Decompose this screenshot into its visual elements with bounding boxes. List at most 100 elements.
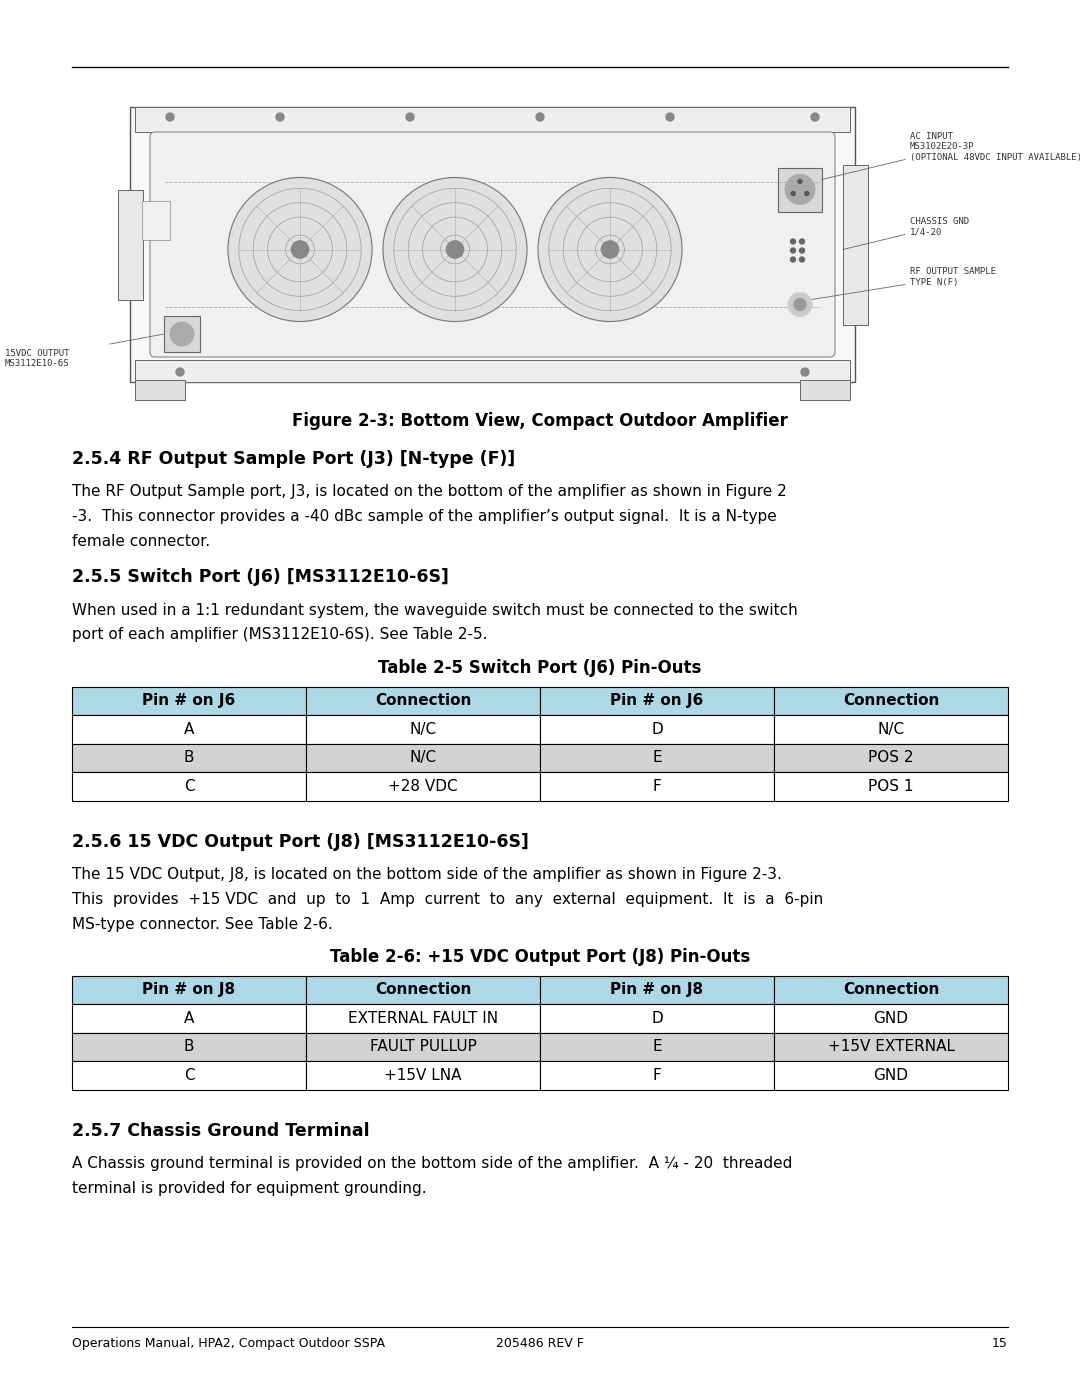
Bar	[306, 975, 540, 1004]
Text: B: B	[184, 750, 194, 766]
Text: AC INPUT
MS3102E20-3P
(OPTIONAL 48VDC INPUT AVAILABLE): AC INPUT MS3102E20-3P (OPTIONAL 48VDC IN…	[910, 131, 1080, 162]
Circle shape	[791, 257, 796, 263]
Text: RF OUTPUT SAMPLE
TYPE N(F): RF OUTPUT SAMPLE TYPE N(F)	[910, 267, 996, 286]
Text: 2.5.6 15 VDC Output Port (J8) [MS3112E10-6S]: 2.5.6 15 VDC Output Port (J8) [MS3112E10…	[72, 833, 529, 851]
Bar	[72, 1004, 306, 1032]
Text: GND: GND	[874, 1011, 908, 1025]
Text: GND: GND	[874, 1067, 908, 1083]
Text: Connection: Connection	[842, 693, 940, 708]
Text: Figure 2-3: Bottom View, Compact Outdoor Amplifier: Figure 2-3: Bottom View, Compact Outdoor…	[292, 412, 788, 430]
Circle shape	[538, 177, 681, 321]
Bar	[774, 773, 1008, 800]
Circle shape	[170, 321, 194, 346]
Bar	[774, 975, 1008, 1004]
Circle shape	[176, 367, 184, 376]
Circle shape	[788, 292, 812, 317]
Circle shape	[801, 367, 809, 376]
Bar	[843, 165, 868, 324]
Text: When used in a 1:1 redundant system, the waveguide switch must be connected to t: When used in a 1:1 redundant system, the…	[72, 602, 798, 617]
Bar	[540, 743, 774, 773]
Text: N/C: N/C	[877, 722, 905, 736]
Text: 2.5.4 RF Output Sample Port (J3) [N-type (F)]: 2.5.4 RF Output Sample Port (J3) [N-type…	[72, 450, 515, 468]
Text: +15V EXTERNAL: +15V EXTERNAL	[827, 1039, 955, 1055]
Bar	[540, 686, 774, 715]
Circle shape	[383, 177, 527, 321]
Circle shape	[666, 113, 674, 122]
Text: Connection: Connection	[842, 982, 940, 997]
Bar	[774, 743, 1008, 773]
Circle shape	[791, 249, 796, 253]
Bar	[774, 686, 1008, 715]
Text: CHASSIS GND
1/4-20: CHASSIS GND 1/4-20	[910, 217, 969, 236]
Text: 15VDC OUTPUT
MS3112E10-6S: 15VDC OUTPUT MS3112E10-6S	[5, 349, 69, 369]
Text: Table 2-5 Switch Port (J6) Pin-Outs: Table 2-5 Switch Port (J6) Pin-Outs	[378, 658, 702, 676]
Bar	[135, 360, 850, 381]
Text: 205486 REV F: 205486 REV F	[496, 1337, 584, 1350]
Circle shape	[799, 249, 805, 253]
Text: FAULT PULLUP: FAULT PULLUP	[369, 1039, 476, 1055]
Text: E: E	[652, 1039, 662, 1055]
Text: POS 1: POS 1	[868, 778, 914, 793]
Text: +28 VDC: +28 VDC	[388, 778, 458, 793]
Text: F: F	[652, 1067, 661, 1083]
Bar	[72, 1062, 306, 1090]
Bar	[774, 1062, 1008, 1090]
Text: D: D	[651, 722, 663, 736]
Text: -3.  This connector provides a -40 dBc sample of the amplifier’s output signal. : -3. This connector provides a -40 dBc sa…	[72, 509, 777, 524]
Text: EXTERNAL FAULT IN: EXTERNAL FAULT IN	[348, 1011, 498, 1025]
Text: A: A	[184, 1011, 194, 1025]
Text: The 15 VDC Output, J8, is located on the bottom side of the amplifier as shown i: The 15 VDC Output, J8, is located on the…	[72, 868, 782, 882]
Text: MS-type connector. See Table 2-6.: MS-type connector. See Table 2-6.	[72, 916, 333, 932]
Bar	[118, 190, 143, 299]
Text: Pin # on J6: Pin # on J6	[610, 693, 704, 708]
Text: 15: 15	[993, 1337, 1008, 1350]
Text: +15V LNA: +15V LNA	[384, 1067, 462, 1083]
Bar	[306, 1062, 540, 1090]
Circle shape	[791, 191, 795, 196]
Bar	[540, 1032, 774, 1062]
Text: Table 2-6: +15 VDC Output Port (J8) Pin-Outs: Table 2-6: +15 VDC Output Port (J8) Pin-…	[329, 947, 751, 965]
Circle shape	[799, 239, 805, 244]
Text: F: F	[652, 778, 661, 793]
Bar	[130, 108, 855, 381]
Text: A Chassis ground terminal is provided on the bottom side of the amplifier.  A ¼ : A Chassis ground terminal is provided on…	[72, 1157, 793, 1171]
Text: C: C	[184, 1067, 194, 1083]
Text: Pin # on J8: Pin # on J8	[143, 982, 235, 997]
Circle shape	[798, 179, 802, 183]
Text: D: D	[651, 1011, 663, 1025]
Bar	[72, 773, 306, 800]
Circle shape	[799, 257, 805, 263]
Text: terminal is provided for equipment grounding.: terminal is provided for equipment groun…	[72, 1180, 427, 1196]
Bar	[540, 975, 774, 1004]
Circle shape	[292, 240, 309, 258]
Bar	[135, 108, 850, 131]
Text: E: E	[652, 750, 662, 766]
Text: POS 2: POS 2	[868, 750, 914, 766]
Circle shape	[446, 240, 463, 258]
Bar	[135, 380, 185, 400]
Bar	[540, 1062, 774, 1090]
Text: A: A	[184, 722, 194, 736]
Bar	[778, 168, 822, 211]
Bar	[540, 1004, 774, 1032]
Text: This  provides  +15 VDC  and  up  to  1  Amp  current  to  any  external  equipm: This provides +15 VDC and up to 1 Amp cu…	[72, 891, 823, 907]
Text: N/C: N/C	[409, 722, 436, 736]
Bar	[72, 686, 306, 715]
Bar	[72, 975, 306, 1004]
Bar	[306, 715, 540, 743]
Circle shape	[805, 191, 809, 196]
Bar	[306, 686, 540, 715]
Bar	[540, 773, 774, 800]
Bar	[774, 715, 1008, 743]
Text: Operations Manual, HPA2, Compact Outdoor SSPA: Operations Manual, HPA2, Compact Outdoor…	[72, 1337, 384, 1350]
Circle shape	[602, 240, 619, 258]
Bar	[774, 1032, 1008, 1062]
Text: Connection: Connection	[375, 982, 471, 997]
Circle shape	[166, 113, 174, 122]
Circle shape	[811, 113, 819, 122]
Text: female connector.: female connector.	[72, 534, 211, 549]
Circle shape	[536, 113, 544, 122]
Bar	[774, 1004, 1008, 1032]
Circle shape	[406, 113, 414, 122]
Circle shape	[785, 175, 815, 204]
